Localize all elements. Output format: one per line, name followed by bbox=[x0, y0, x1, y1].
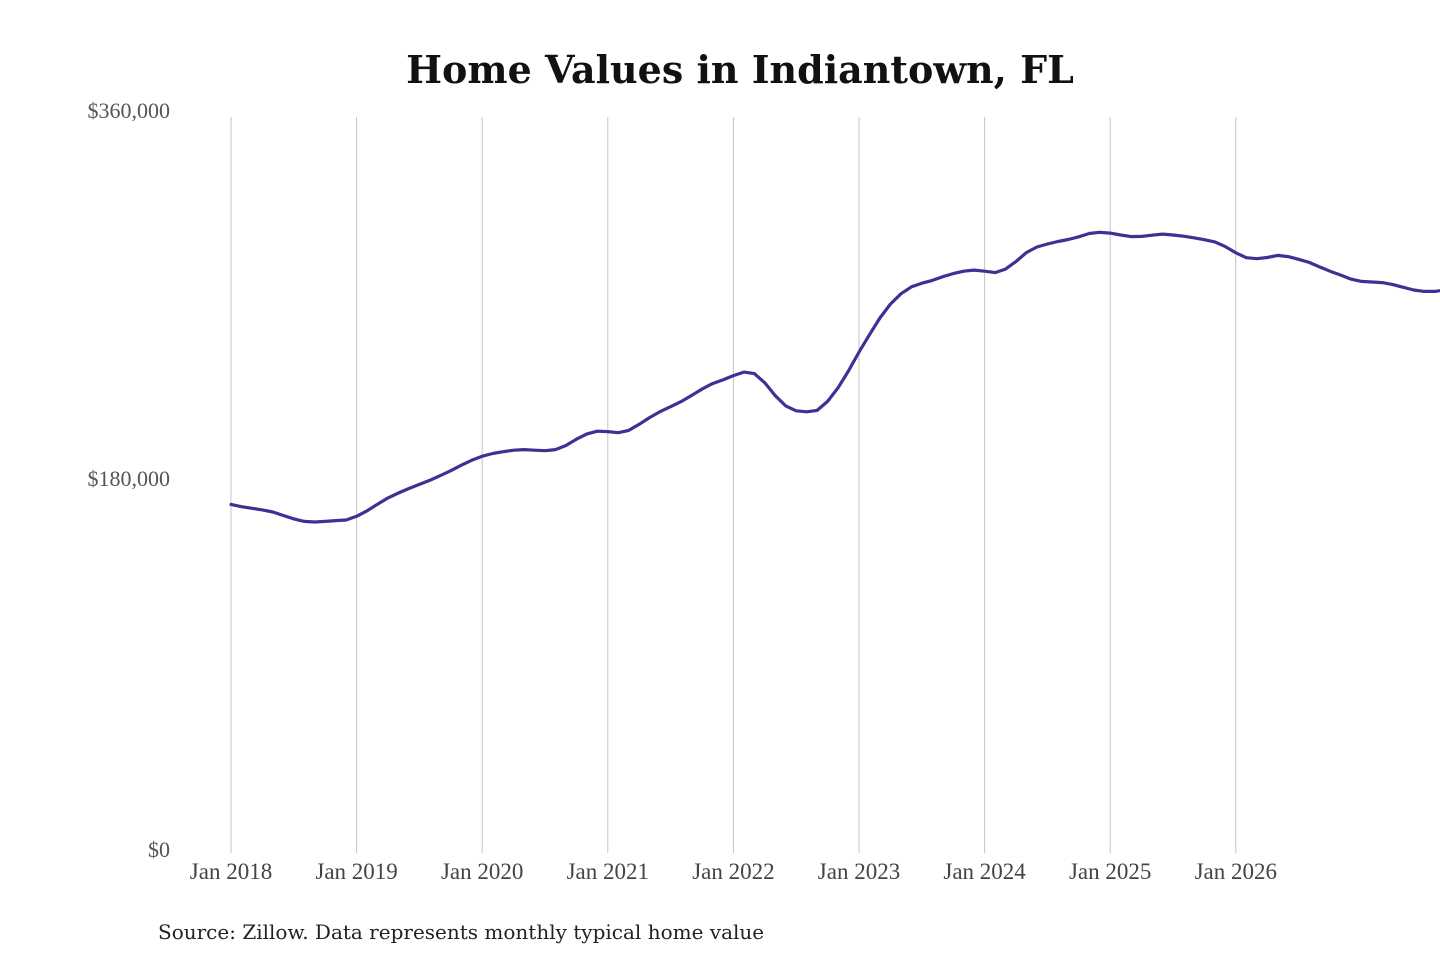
source-note: Source: Zillow. Data represents monthly … bbox=[158, 920, 764, 944]
y-tick-label: $180,000 bbox=[88, 466, 171, 491]
x-tick-label: Jan 2022 bbox=[692, 859, 774, 884]
y-tick-label: $0 bbox=[148, 837, 170, 862]
y-tick-label: $360,000 bbox=[88, 98, 171, 123]
chart-title: Home Values in Indiantown, FL bbox=[406, 47, 1074, 92]
x-axis-tick-labels: Jan 2018 Jan 2019 Jan 2020 Jan 2021 Jan 2022… bbox=[190, 859, 1277, 884]
y-axis-tick-labels: $0 $180,000 $360,000 bbox=[88, 98, 171, 862]
x-tick-label: Jan 2024 bbox=[943, 859, 1026, 884]
x-tick-label: Jan 2019 bbox=[315, 859, 397, 884]
x-tick-label: Jan 2025 bbox=[1069, 859, 1151, 884]
x-tick-label: Jan 2018 bbox=[190, 859, 272, 884]
x-tick-label: Jan 2020 bbox=[441, 859, 523, 884]
x-tick-label: Jan 2026 bbox=[1195, 859, 1277, 884]
series-group: $263,197 bbox=[229, 230, 1440, 524]
x-tick-label: Jan 2021 bbox=[567, 859, 649, 884]
series-line bbox=[229, 230, 1440, 524]
x-tick-label: Jan 2023 bbox=[818, 859, 900, 884]
x-gridlines bbox=[230, 117, 1237, 853]
